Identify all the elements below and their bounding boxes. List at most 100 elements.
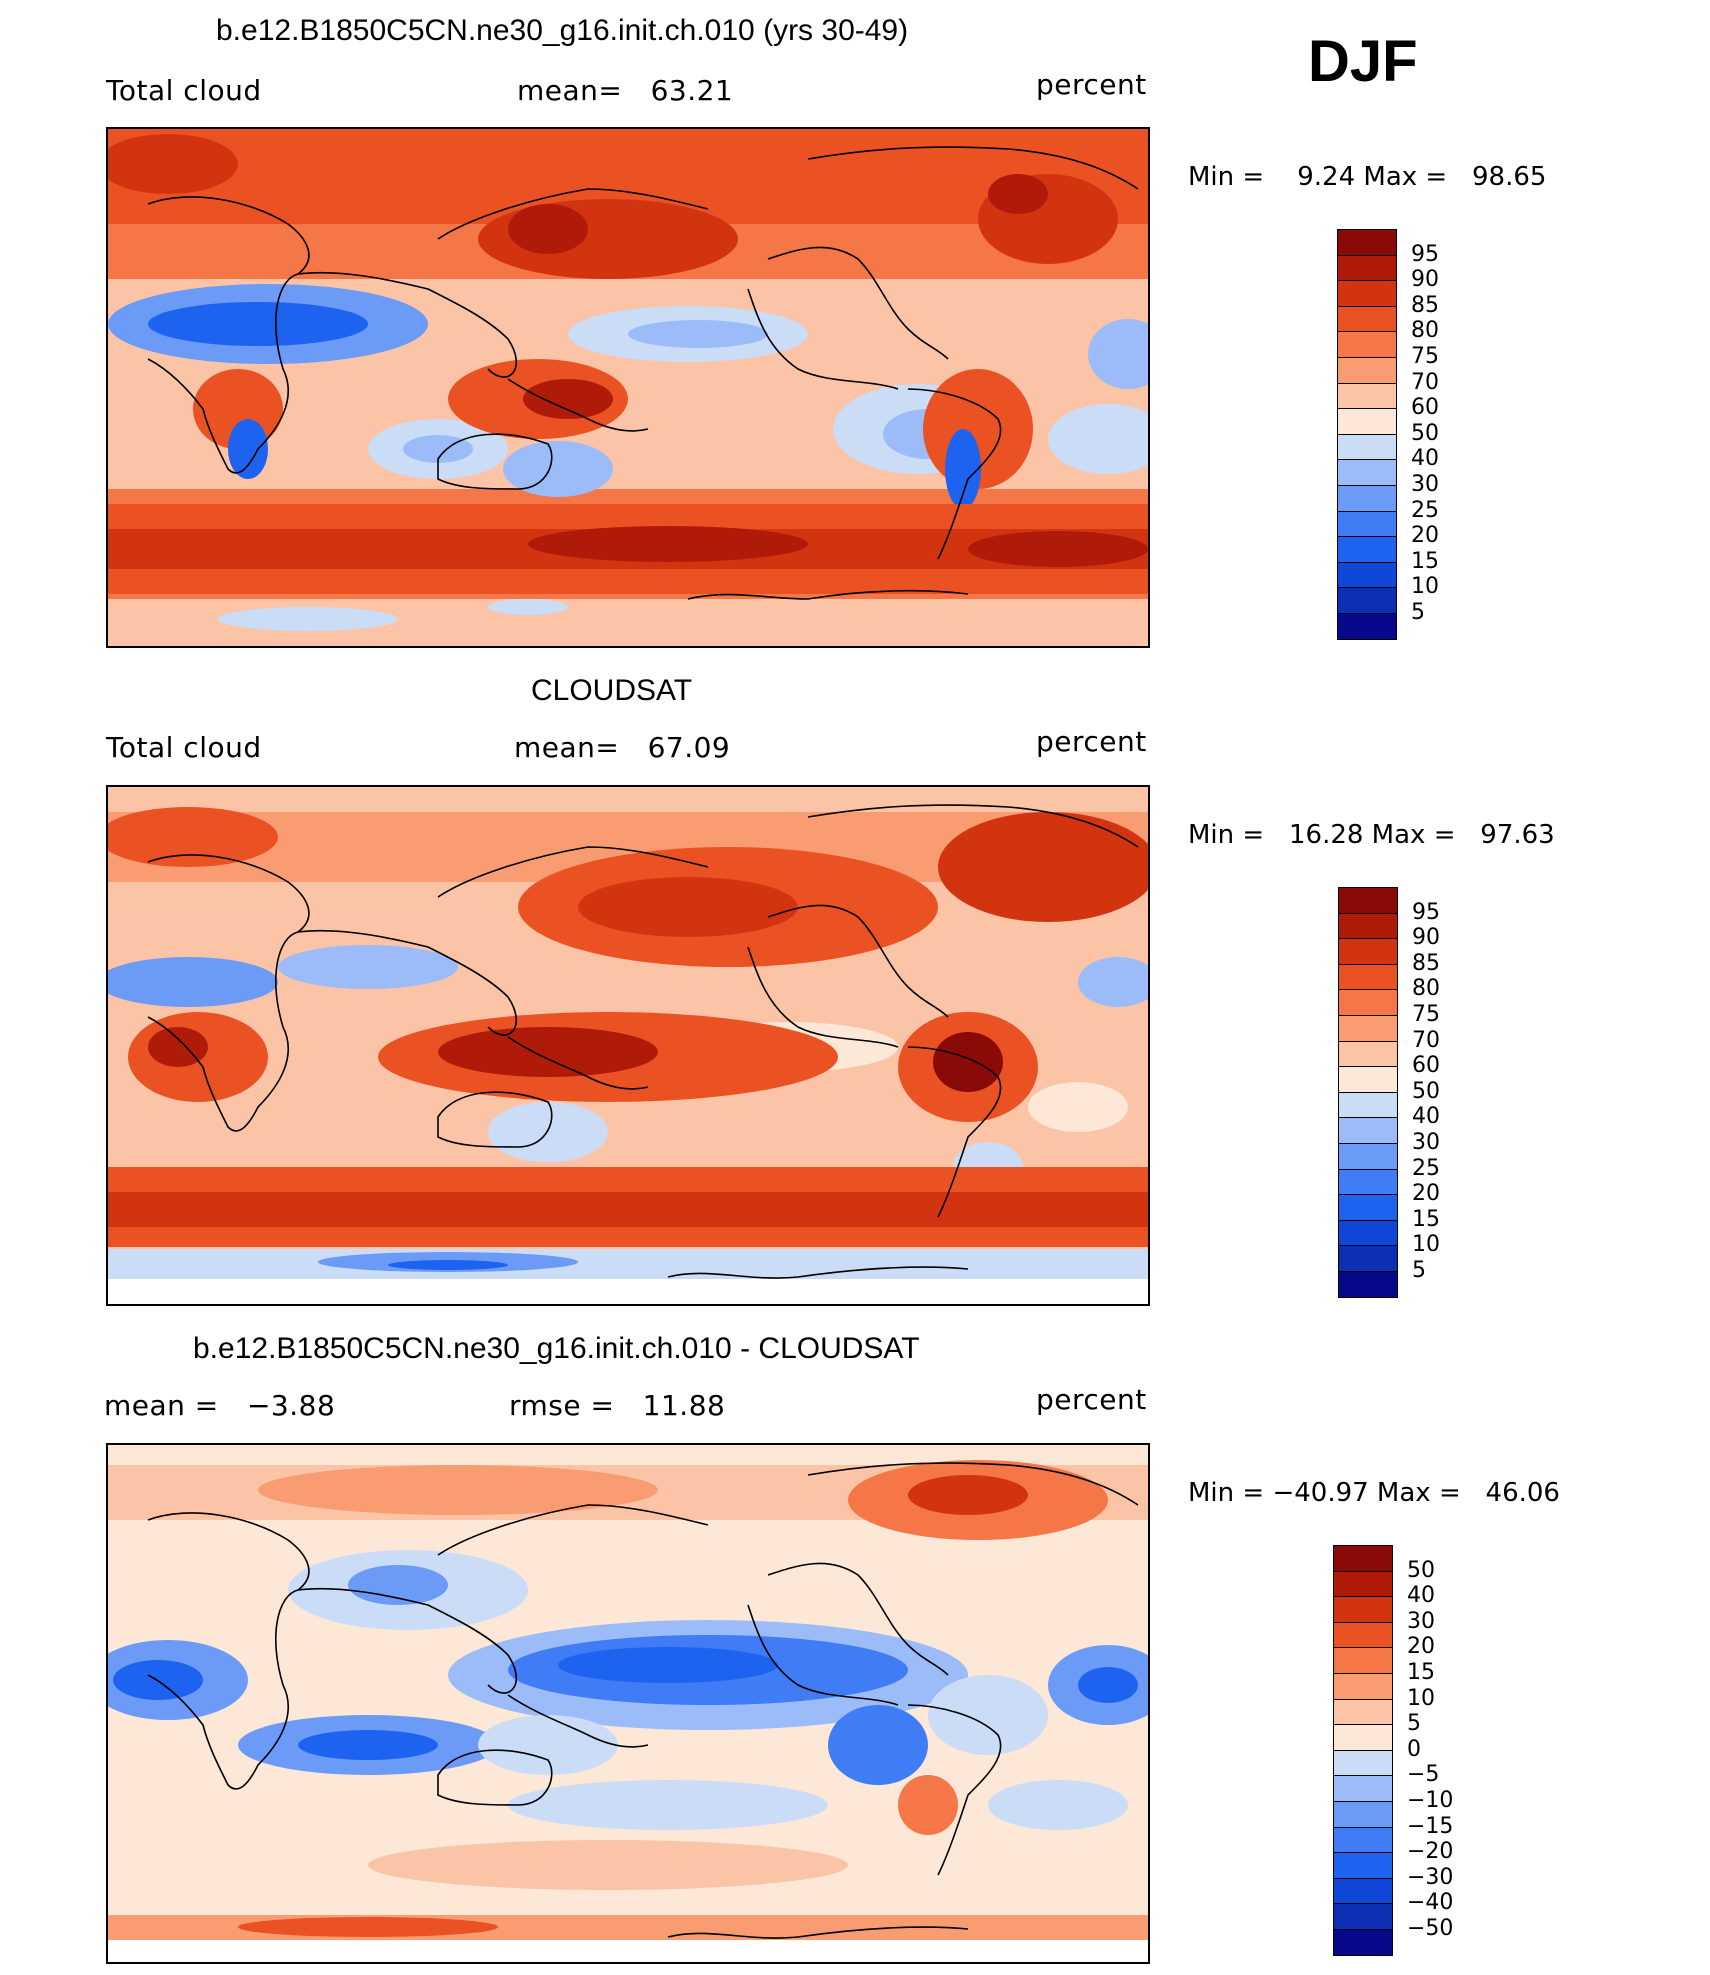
- colorbar-tick-label: 90: [1412, 925, 1440, 951]
- colorbar-tick-label: 90: [1411, 267, 1439, 293]
- colorbar-tick-label: 25: [1411, 497, 1439, 523]
- colorbar-swatch: [1337, 433, 1397, 461]
- colorbar-swatch: [1333, 1570, 1393, 1598]
- colorbar-swatch: [1333, 1852, 1393, 1879]
- colorbar-tick-label: 20: [1412, 1181, 1440, 1207]
- colorbar-tick-label: 20: [1407, 1634, 1435, 1660]
- colorbar-tick-label: 25: [1412, 1155, 1440, 1181]
- colorbar-swatch: [1338, 1168, 1398, 1196]
- colorbar-swatch: [1338, 1245, 1398, 1272]
- colorbar-tick-label: 15: [1411, 548, 1439, 574]
- panel-1-minmax: Min = 9.24 Max = 98.65: [1188, 162, 1547, 192]
- colorbar-swatch: [1338, 1219, 1398, 1247]
- panel-2-field-plot: [108, 787, 1148, 1304]
- colorbar-swatch: [1338, 938, 1398, 965]
- colorbar-swatch: [1337, 331, 1397, 358]
- panel-3-title: b.e12.B1850C5CN.ne30_g16.init.ch.010 - C…: [193, 1332, 920, 1365]
- colorbar-tick-label: 0: [1407, 1736, 1421, 1762]
- colorbar-swatch: [1333, 1545, 1393, 1572]
- colorbar-tick-label: 40: [1407, 1583, 1435, 1609]
- colorbar-swatch: [1333, 1647, 1393, 1674]
- panel-3-mean: mean = −3.88: [104, 1389, 336, 1422]
- colorbar-swatch: [1338, 1117, 1398, 1144]
- colorbar-swatch: [1337, 382, 1397, 410]
- colorbar-swatch: [1337, 561, 1397, 589]
- colorbar-swatch: [1337, 536, 1397, 563]
- colorbar-swatch: [1333, 1877, 1393, 1905]
- colorbar-swatch: [1333, 1749, 1393, 1777]
- colorbar-tick-label: 70: [1412, 1027, 1440, 1053]
- colorbar-tick-label: −5: [1407, 1762, 1440, 1788]
- colorbar-tick-label: 50: [1412, 1078, 1440, 1104]
- colorbar-swatch: [1337, 459, 1397, 486]
- colorbar-swatch: [1338, 887, 1398, 914]
- colorbar-swatch: [1337, 254, 1397, 282]
- panel-3-rmse: rmse = 11.88: [509, 1389, 726, 1422]
- colorbar-tick-label: −20: [1407, 1839, 1454, 1865]
- colorbar-swatch: [1337, 357, 1397, 384]
- colorbar-tick-label: 60: [1412, 1053, 1440, 1079]
- colorbar-tick-label: 85: [1412, 950, 1440, 976]
- colorbar-swatch: [1338, 1143, 1398, 1170]
- colorbar-tick-label: 10: [1412, 1232, 1440, 1258]
- colorbar-tick-label: 75: [1411, 344, 1439, 369]
- colorbar-tick-label: 20: [1411, 523, 1439, 549]
- panel-1-mean: mean= 63.21: [517, 74, 734, 107]
- colorbar-tick-label: 5: [1411, 600, 1425, 625]
- colorbar-swatch: [1333, 1929, 1393, 1956]
- colorbar-swatch: [1333, 1801, 1393, 1828]
- colorbar-tick-label: −50: [1407, 1916, 1454, 1941]
- colorbar-tick-label: 15: [1412, 1206, 1440, 1232]
- colorbar-swatch: [1333, 1698, 1393, 1726]
- colorbar-swatch: [1337, 510, 1397, 538]
- colorbar-tick-label: 5: [1407, 1711, 1421, 1737]
- colorbar-tick-label: −15: [1407, 1813, 1454, 1839]
- colorbar-tick-label: 5: [1412, 1258, 1426, 1283]
- colorbar-tick-label: 75: [1412, 1002, 1440, 1027]
- colorbar-tick-label: 10: [1407, 1685, 1435, 1711]
- colorbar-swatch: [1338, 1091, 1398, 1119]
- colorbar-swatch: [1338, 963, 1398, 991]
- colorbar-swatch: [1337, 280, 1397, 307]
- panel-2-minmax: Min = 16.28 Max = 97.63: [1188, 820, 1555, 850]
- panel-2-title: CLOUDSAT: [531, 674, 693, 707]
- season-label: DJF: [1308, 29, 1418, 94]
- colorbar-swatch: [1333, 1826, 1393, 1854]
- panel-3-minmax: Min = −40.97 Max = 46.06: [1188, 1478, 1560, 1508]
- panel-1-field-plot: [108, 129, 1148, 646]
- colorbar-tick-label: 95: [1412, 899, 1440, 925]
- colorbar-tick-label: 30: [1412, 1130, 1440, 1155]
- panel-3-units: percent: [1036, 1383, 1147, 1416]
- colorbar-swatch: [1337, 305, 1397, 333]
- panel-1-units: percent: [1036, 68, 1147, 101]
- colorbar-tick-label: 30: [1411, 472, 1439, 497]
- colorbar-swatch: [1337, 587, 1397, 614]
- colorbar-swatch: [1337, 229, 1397, 256]
- colorbar-tick-label: 50: [1407, 1557, 1435, 1583]
- colorbar-swatch: [1338, 989, 1398, 1016]
- panel-1-field-label: Total cloud: [106, 74, 262, 107]
- colorbar-swatch: [1337, 485, 1397, 512]
- colorbar-tick-label: 10: [1411, 574, 1439, 600]
- colorbar-tick-label: 30: [1407, 1608, 1435, 1634]
- colorbar-tick-label: 50: [1411, 420, 1439, 446]
- colorbar-tick-label: 70: [1411, 369, 1439, 395]
- colorbar-tick-label: −30: [1407, 1864, 1454, 1890]
- colorbar-tick-label: −40: [1407, 1890, 1454, 1916]
- panel-2-map: [106, 785, 1150, 1306]
- panel-1-title: b.e12.B1850C5CN.ne30_g16.init.ch.010 (yr…: [216, 14, 909, 47]
- colorbar-tick-label: 80: [1411, 318, 1439, 344]
- colorbar-tick-label: 80: [1412, 976, 1440, 1002]
- colorbar-tick-label: 40: [1412, 1104, 1440, 1130]
- colorbar-swatch: [1333, 1724, 1393, 1751]
- colorbar-tick-label: 60: [1411, 395, 1439, 421]
- colorbar-swatch: [1333, 1621, 1393, 1649]
- panel-2-units: percent: [1036, 725, 1147, 758]
- colorbar-swatch: [1338, 1271, 1398, 1298]
- colorbar-swatch: [1333, 1903, 1393, 1930]
- colorbar-swatch: [1338, 912, 1398, 940]
- colorbar-swatch: [1338, 1040, 1398, 1068]
- colorbar-tick-label: 85: [1411, 292, 1439, 318]
- colorbar-swatch: [1338, 1015, 1398, 1042]
- colorbar-swatch: [1338, 1066, 1398, 1093]
